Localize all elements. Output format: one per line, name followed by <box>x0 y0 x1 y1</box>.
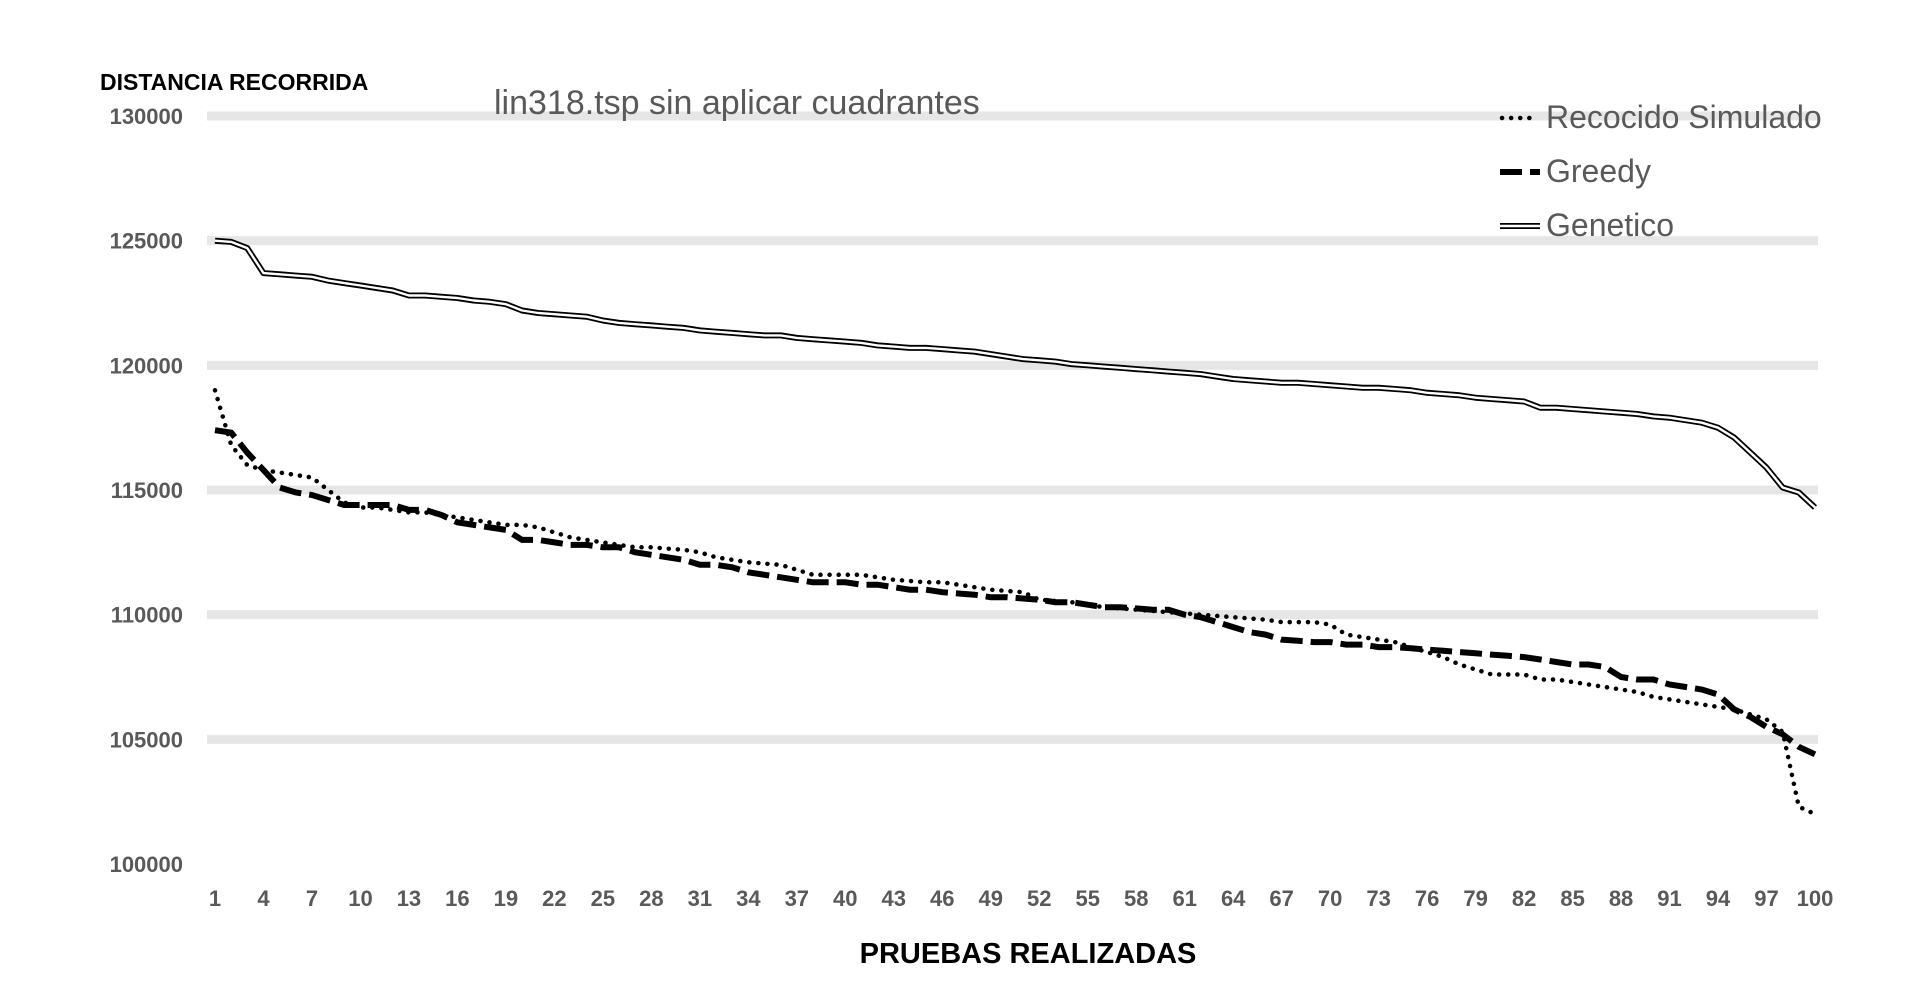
y-tick-label: 125000 <box>110 229 183 254</box>
y-tick-label: 100000 <box>110 852 183 877</box>
x-tick-label: 73 <box>1366 886 1390 911</box>
x-tick-label: 55 <box>1075 886 1099 911</box>
legend-label-recocido-simulado: Recocido Simulado <box>1546 99 1822 135</box>
x-tick-label: 1 <box>209 886 221 911</box>
x-tick-label: 13 <box>397 886 421 911</box>
legend-label-greedy: Greedy <box>1546 153 1651 189</box>
series-line-inner-genetico <box>214 239 1816 509</box>
x-tick-label: 91 <box>1657 886 1681 911</box>
x-tick-label: 4 <box>257 886 270 911</box>
y-tick-label: 110000 <box>111 603 183 628</box>
x-tick-label: 52 <box>1027 886 1051 911</box>
x-axis-ticks: 1 4 7 10 13 16 19 22 25 28 31 34 37 40 43 46 49 52 55 58 61 6… <box>209 886 1833 911</box>
x-tick-label: 85 <box>1560 886 1584 911</box>
series-group <box>212 237 1818 817</box>
x-tick-label: 37 <box>785 886 809 911</box>
x-tick-label: 46 <box>930 886 954 911</box>
x-tick-label: 67 <box>1269 886 1293 911</box>
y-tick-label: 105000 <box>110 727 183 752</box>
y-tick-label: 115000 <box>111 478 183 503</box>
x-tick-label: 79 <box>1463 886 1487 911</box>
y-axis-label: DISTANCIA RECORRIDA <box>100 69 368 95</box>
x-tick-label: 28 <box>639 886 663 911</box>
chart-title: lin318.tsp sin aplicar cuadrantes <box>494 84 980 122</box>
legend-label-genetico: Genetico <box>1546 207 1674 243</box>
x-tick-label: 16 <box>445 886 469 911</box>
x-tick-label: 64 <box>1221 886 1246 911</box>
x-tick-label: 31 <box>688 886 712 911</box>
x-tick-label: 25 <box>591 886 615 911</box>
series-line-recocido-simulado <box>212 388 1818 817</box>
x-tick-label: 70 <box>1318 886 1342 911</box>
x-tick-label: 58 <box>1124 886 1148 911</box>
y-tick-label: 120000 <box>110 353 183 378</box>
x-axis-label: PRUEBAS REALIZADAS <box>860 938 1197 970</box>
x-tick-label: 34 <box>736 886 761 911</box>
x-tick-label: 94 <box>1706 886 1731 911</box>
x-tick-label: 22 <box>542 886 566 911</box>
x-tick-label: 97 <box>1754 886 1778 911</box>
gridlines <box>207 111 1818 744</box>
x-tick-label: 19 <box>494 886 518 911</box>
x-tick-label: 88 <box>1609 886 1633 911</box>
legend: Recocido Simulado Greedy Genetico <box>1499 99 1822 243</box>
x-tick-label: 7 <box>306 886 318 911</box>
x-tick-label: 76 <box>1415 886 1439 911</box>
x-tick-label: 40 <box>833 886 857 911</box>
x-tick-label: 82 <box>1512 886 1536 911</box>
x-tick-label: 43 <box>882 886 906 911</box>
x-tick-label: 61 <box>1172 886 1196 911</box>
y-tick-label: 130000 <box>110 104 183 129</box>
x-tick-label: 100 <box>1797 886 1834 911</box>
x-tick-label: 10 <box>348 886 372 911</box>
x-tick-label: 49 <box>979 886 1003 911</box>
y-axis-ticks: 100000 105000 110000 115000 120000 125000 1300… <box>110 104 183 877</box>
